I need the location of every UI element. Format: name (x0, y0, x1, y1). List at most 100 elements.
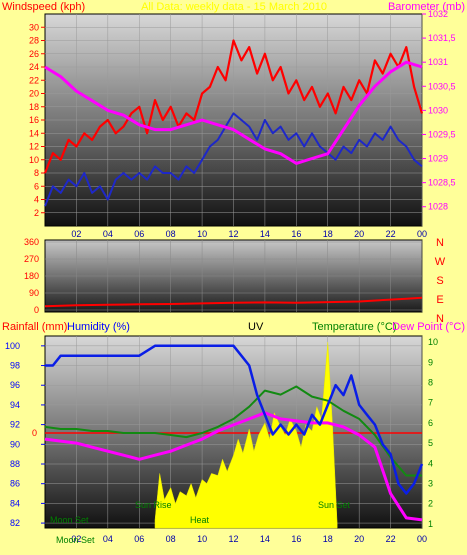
baro-tick-label: 1032 (428, 9, 448, 19)
wind-axis-title: Windspeed (kph) (2, 1, 85, 13)
x-tick-label-bottom: 06 (134, 534, 144, 544)
uv-tick-label: 2 (428, 499, 433, 509)
x-tick-label-bottom: 18 (323, 534, 333, 544)
uv-tick-label: 5 (428, 438, 433, 448)
wind-tick-label: 30 (29, 22, 39, 32)
direction-tick-label: 0 (34, 305, 39, 315)
x-tick-label-bottom: 04 (103, 534, 113, 544)
humidity-tick-label: 84 (10, 498, 20, 508)
uv-tick-label: 1 (428, 519, 433, 529)
legend-humidity: Humidity (%) (67, 321, 130, 333)
direction-tick-label: 90 (29, 288, 39, 298)
panel-wind-baro-axes: 2468101214161820222426283010281028,51029… (29, 9, 456, 239)
panel-wind-baro-grid (45, 14, 423, 226)
humidity-tick-label: 100 (5, 341, 20, 351)
uv-tick-label: 7 (428, 398, 433, 408)
wind-tick-label: 20 (29, 89, 39, 99)
sun-moon-annotation: Sun Rise (135, 500, 172, 510)
humidity-tick-label: 86 (10, 479, 20, 489)
uv-tick-label: 8 (428, 377, 433, 387)
x-tick-label-top: 14 (260, 229, 270, 239)
direction-tick-label: 180 (24, 271, 39, 281)
wind-tick-label: 24 (29, 62, 39, 72)
x-tick-label-bottom: 14 (260, 534, 270, 544)
x-tick-label-bottom: 20 (354, 534, 364, 544)
baro-tick-label: 1031,5 (428, 33, 456, 43)
legend-dewpoint: Dew Point (°C) (392, 321, 465, 333)
x-tick-label-top: 20 (354, 229, 364, 239)
compass-label: N (436, 237, 444, 249)
wind-tick-label: 16 (29, 115, 39, 125)
wind-tick-label: 14 (29, 128, 39, 138)
compass-label: E (436, 294, 443, 306)
chart-title: All Data: weekly data - 15 March 2010 (141, 1, 327, 13)
baro-tick-label: 1029,5 (428, 129, 456, 139)
x-tick-label-top: 22 (386, 229, 396, 239)
humidity-tick-label: 94 (10, 400, 20, 410)
temperature-line (44, 385, 422, 477)
baro-tick-label: 1030 (428, 105, 448, 115)
humidity-line (45, 344, 424, 495)
panel-humidity-series (44, 342, 424, 529)
x-tick-label-top: 06 (134, 229, 144, 239)
x-tick-label-top: 16 (291, 229, 301, 239)
baro-tick-label: 1031 (428, 57, 448, 67)
wind-tick-label: 2 (34, 208, 39, 218)
uv-tick-label: 3 (428, 479, 433, 489)
humidity-tick-label: 96 (10, 380, 20, 390)
wind-tick-label: 26 (29, 49, 39, 59)
uv-tick-label: 4 (428, 458, 433, 468)
x-tick-label-top: 04 (103, 229, 113, 239)
barometer-axis-title: Barometer (mb) (388, 1, 465, 13)
uv-tick-label: 9 (428, 357, 433, 367)
baro-tick-label: 1030,5 (428, 81, 456, 91)
x-tick-label-bottom: 16 (291, 534, 301, 544)
legend-rainfall: Rainfall (mm) (2, 321, 67, 333)
baro-tick-label: 1028 (428, 202, 448, 212)
uv-area (154, 342, 338, 529)
wind-tick-label: 12 (29, 142, 39, 152)
wind-avg-line (44, 112, 423, 207)
wind-tick-label: 22 (29, 75, 39, 85)
x-tick-label-top: 12 (228, 229, 238, 239)
direction-tick-label: 270 (24, 254, 39, 264)
humidity-tick-label: 82 (10, 518, 20, 528)
x-tick-label-top: 02 (71, 229, 81, 239)
x-tick-label-top: 08 (166, 229, 176, 239)
barometer-line (44, 60, 423, 165)
direction-line (44, 296, 423, 308)
sun-moon-annotation: Heat (190, 515, 210, 525)
x-tick-label-bottom: 02 (71, 534, 81, 544)
x-tick-label-bottom: 22 (386, 534, 396, 544)
compass-label: S (436, 275, 443, 287)
compass-label: W (435, 256, 446, 268)
humidity-tick-label: 92 (10, 420, 20, 430)
panel-direction-series (44, 296, 423, 308)
rainfall-tick-label: 0 (32, 428, 37, 438)
wind-tick-label: 8 (34, 168, 39, 178)
panel-wind-baro-series (43, 39, 424, 207)
sun-moon-annotation: Moon Set (50, 515, 89, 525)
sun-moon-annotation: Sun Set (318, 500, 351, 510)
wind-gust-line (43, 39, 424, 174)
humidity-tick-label: 98 (10, 361, 20, 371)
humidity-tick-label: 90 (10, 439, 20, 449)
direction-tick-label: 360 (24, 237, 39, 247)
wind-tick-label: 28 (29, 36, 39, 46)
baro-tick-label: 1028,5 (428, 178, 456, 188)
uv-tick-label: 10 (428, 337, 438, 347)
wind-tick-label: 4 (34, 195, 39, 205)
wind-tick-label: 6 (34, 181, 39, 191)
compass-label: N (436, 313, 444, 325)
dewpoint-line (44, 411, 423, 522)
humidity-tick-label: 88 (10, 459, 20, 469)
panel-direction-grid (45, 240, 423, 312)
x-tick-label-bottom: 00 (417, 534, 427, 544)
x-tick-label-top: 18 (323, 229, 333, 239)
wind-tick-label: 10 (29, 155, 39, 165)
legend-temperature: Temperature (°C) (312, 321, 396, 333)
legend-uv: UV (248, 321, 264, 333)
